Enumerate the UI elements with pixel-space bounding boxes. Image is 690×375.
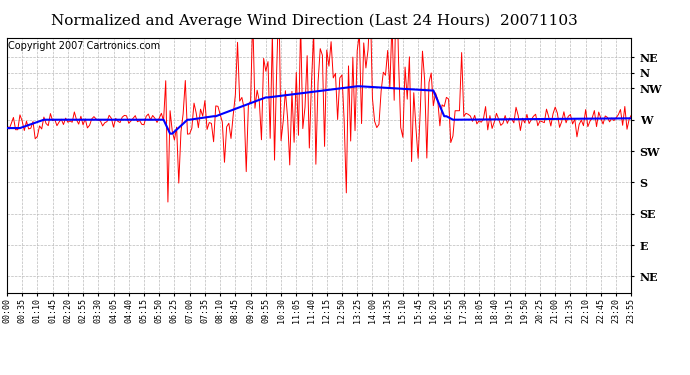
Text: Copyright 2007 Cartronics.com: Copyright 2007 Cartronics.com [8, 41, 160, 51]
Text: Normalized and Average Wind Direction (Last 24 Hours)  20071103: Normalized and Average Wind Direction (L… [50, 13, 578, 27]
